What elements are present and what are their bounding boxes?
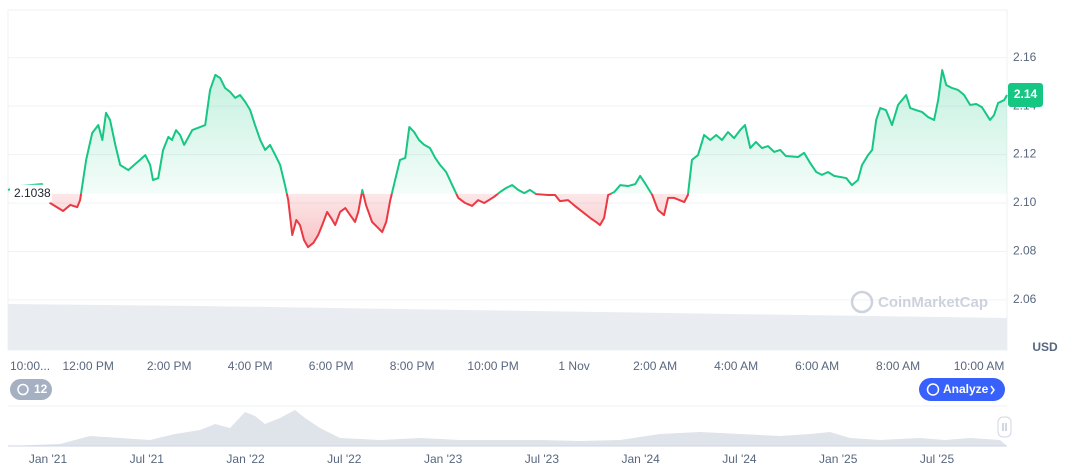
price-badge-bg [1008,83,1043,107]
plot [7,69,1008,249]
x-tick-label: 8:00 AM [876,359,920,373]
watermark-text: CoinMarketCap [878,294,988,311]
navigator-labels: Jan '21 Jul '21 Jan '22 Jul '22 Jan '23 Jul '… [29,452,955,466]
y-tick-label: 2.10 [1013,195,1037,209]
x-tick-label: 10:00... [10,359,50,373]
navigator-handle[interactable] [997,416,1012,438]
chevron [990,385,995,395]
navigator-label: Jan '24 [622,452,661,466]
watermark: CoinMarketCap [850,290,988,314]
x-tick-label: 4:00 AM [714,359,758,373]
price-area [8,70,1007,248]
x-tick-label: 2:00 AM [633,359,677,373]
navigator-label: Jan '21 [29,452,68,466]
y-tick-label: 2.16 [1013,50,1037,64]
y-tick-label: 2.08 [1013,244,1037,258]
navigator-label: Jan '25 [819,452,858,466]
clock-icon [17,383,29,396]
baseline-label-bg [10,184,52,203]
navigator-label: Jan '23 [424,452,463,466]
price-badge: 2.14 [1014,87,1038,101]
x-tick-label: 8:00 PM [390,359,435,373]
x-tick-label: 10:00 PM [467,359,518,373]
navigator[interactable] [8,405,1012,447]
navigator-label: Jul '25 [920,452,955,466]
y-tick-label: 2.06 [1013,292,1037,306]
analyze-button[interactable]: Analyze [919,378,1005,401]
x-tick-label: 4:00 PM [228,359,273,373]
x-tick-label: 12:00 PM [62,359,113,373]
interval-badge-bg[interactable] [10,379,52,400]
x-tick-label: 6:00 PM [309,359,354,373]
y-tick-label: 2.12 [1013,147,1037,161]
baseline-label: 2.1038 [14,186,51,200]
navigator-label: Jan '22 [226,452,265,466]
interval-badge-text[interactable]: 12 [34,382,48,396]
navigator-label: Jul '22 [327,452,362,466]
analyze-button-bg[interactable] [919,378,1005,401]
analyze-icon [926,383,940,396]
navigator-label: Jul '24 [722,452,757,466]
x-tick-label: 6:00 AM [795,359,839,373]
navigator-area [8,410,1007,446]
analyze-button-text[interactable]: Analyze [943,382,989,396]
x-tick-label: 10:00 AM [954,359,1005,373]
price-line [7,69,1008,249]
x-tick-label: 2:00 PM [147,359,192,373]
navigator-label: Jul '21 [130,452,165,466]
y-unit: USD [1032,340,1058,354]
navigator-label: Jul '23 [525,452,560,466]
x-tick-label: 1 Nov [558,359,589,373]
interval-badge[interactable]: 12 [10,379,52,400]
volume-area [8,304,1007,350]
